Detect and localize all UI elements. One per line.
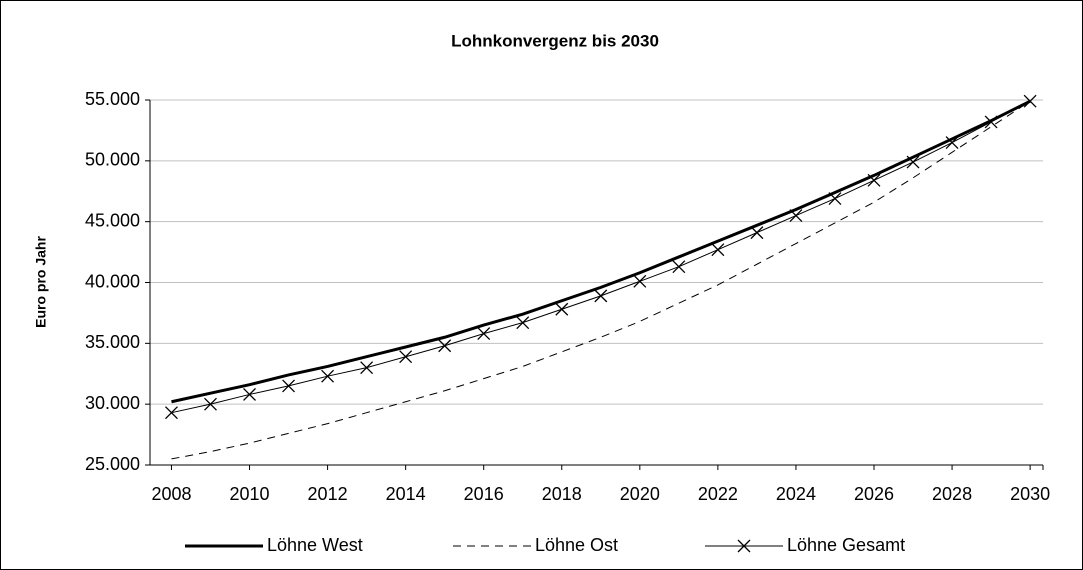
marker xyxy=(867,173,881,187)
legend-label: Löhne Gesamt xyxy=(787,535,905,555)
marker xyxy=(438,339,452,353)
x-tick-label: 2008 xyxy=(151,484,191,504)
marker xyxy=(165,406,178,420)
marker xyxy=(945,136,959,150)
marker xyxy=(204,397,217,411)
y-tick-label: 40.000 xyxy=(85,271,140,291)
legend-label: Löhne Ost xyxy=(535,535,618,555)
x-tick-label: 2012 xyxy=(308,484,348,504)
marker xyxy=(672,260,686,274)
series-line xyxy=(171,100,1031,460)
y-tick-label: 30.000 xyxy=(85,393,140,413)
y-tick-label: 50.000 xyxy=(85,150,140,170)
legend-label: Löhne West xyxy=(267,535,363,555)
marker xyxy=(516,316,530,330)
marker xyxy=(737,539,751,553)
x-tick-label: 2010 xyxy=(230,484,270,504)
marker xyxy=(594,289,608,303)
x-tick-label: 2028 xyxy=(932,484,972,504)
y-tick-label: 45.000 xyxy=(85,210,140,230)
marker xyxy=(321,369,335,383)
marker xyxy=(711,243,725,257)
x-tick-label: 2024 xyxy=(776,484,816,504)
marker xyxy=(984,115,998,129)
chart-title: Lohnkonvergenz bis 2030 xyxy=(451,31,659,50)
marker xyxy=(828,192,842,206)
y-tick-label: 35.000 xyxy=(85,332,140,352)
x-tick-label: 2014 xyxy=(386,484,426,504)
y-tick-label: 25.000 xyxy=(85,454,140,474)
marker xyxy=(477,327,491,341)
x-tick-label: 2026 xyxy=(854,484,894,504)
y-tick-label: 55.000 xyxy=(85,89,140,109)
marker xyxy=(555,302,569,316)
marker xyxy=(243,387,256,401)
x-tick-label: 2018 xyxy=(542,484,582,504)
marker xyxy=(360,361,374,375)
marker xyxy=(282,379,296,393)
x-tick-label: 2030 xyxy=(1010,484,1050,504)
marker xyxy=(906,155,920,169)
marker xyxy=(1023,94,1037,108)
marker xyxy=(750,226,764,240)
marker xyxy=(633,274,647,288)
y-axis-label: Euro pro Jahr xyxy=(33,236,49,328)
marker xyxy=(789,209,803,223)
x-tick-label: 2020 xyxy=(620,484,660,504)
x-tick-label: 2022 xyxy=(698,484,738,504)
marker xyxy=(399,350,413,364)
x-tick-label: 2016 xyxy=(464,484,504,504)
series-line xyxy=(171,99,1031,404)
